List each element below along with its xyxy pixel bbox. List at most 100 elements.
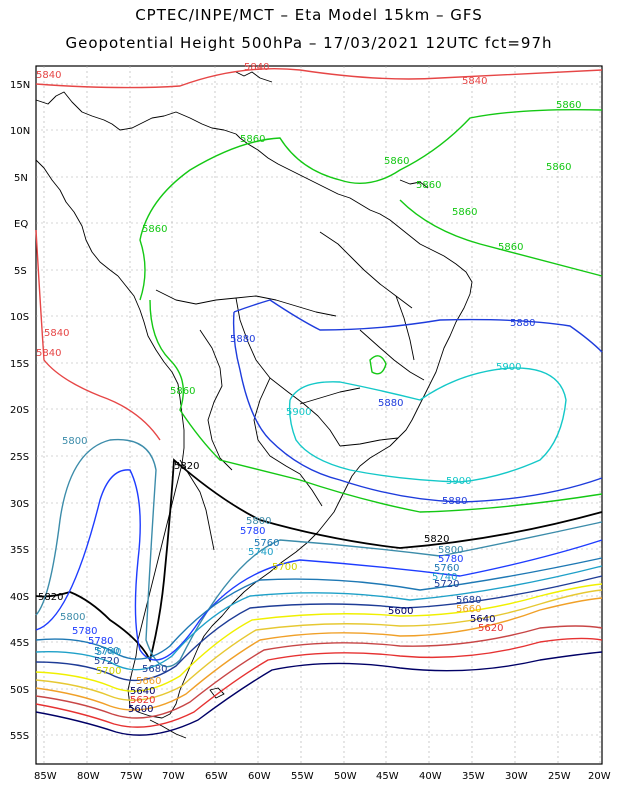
label-5840: 5840 <box>36 70 61 81</box>
label-5600: 5600 <box>388 606 413 617</box>
lon-label: 75W <box>120 771 143 782</box>
label-5900: 5900 <box>446 476 471 487</box>
border-brazil-state3 <box>299 387 361 405</box>
label-5780: 5780 <box>240 526 265 537</box>
lat-label: 5S <box>14 266 27 277</box>
label-5860: 5860 <box>452 207 477 218</box>
lon-label: 55W <box>291 771 314 782</box>
label-5620: 5620 <box>478 623 503 634</box>
label-5720: 5720 <box>94 656 119 667</box>
contour-5800 <box>35 438 603 668</box>
lon-label: 45W <box>376 771 399 782</box>
lat-label: 10N <box>10 126 30 137</box>
map-subtitle: Geopotential Height 500hPa – 17/03/2021 … <box>65 34 553 52</box>
contour-labels: 5840 5840 5840 5840 5840 5860 5860 5860 … <box>36 62 581 715</box>
label-5860: 5860 <box>556 100 581 111</box>
label-5620: 5620 <box>130 695 155 706</box>
label-5820: 5820 <box>424 534 449 545</box>
label-5880: 5880 <box>230 334 255 345</box>
lat-label: 20S <box>10 405 29 416</box>
contour-5860-north <box>139 108 603 301</box>
contour-5660 <box>35 597 603 711</box>
border-uruguay <box>299 473 323 507</box>
map-title: CPTEC/INPE/MCT – Eta Model 15km – GFS <box>135 6 483 24</box>
border-andes <box>199 329 233 471</box>
border-brazil-west <box>235 297 341 447</box>
lon-label: 50W <box>334 771 357 782</box>
label-5740: 5740 <box>96 647 121 658</box>
label-5880: 5880 <box>510 318 535 329</box>
border-chile-argentina <box>179 459 215 551</box>
label-5760: 5760 <box>254 538 279 549</box>
south-america-coast <box>117 133 473 719</box>
label-5860: 5860 <box>170 386 195 397</box>
label-5840: 5840 <box>244 62 269 73</box>
label-5860: 5860 <box>498 242 523 253</box>
label-5780: 5780 <box>88 636 113 647</box>
contour-5680 <box>35 589 603 701</box>
lon-label: 40W <box>419 771 442 782</box>
lon-label: 70W <box>162 771 185 782</box>
lon-label: 80W <box>77 771 100 782</box>
contour-5620 <box>35 637 603 728</box>
label-5820: 5820 <box>174 461 199 472</box>
contour-5860-south <box>149 299 603 513</box>
contour-5740 <box>35 565 603 671</box>
label-5840: 5840 <box>462 76 487 87</box>
label-5840: 5840 <box>36 348 61 359</box>
contour-5840-west <box>35 229 161 441</box>
label-5660: 5660 <box>456 604 481 615</box>
contour-5820 <box>35 458 603 663</box>
lon-label: 60W <box>248 771 271 782</box>
latitude-labels: 15N 10N 5N EQ 5S 10S 15S 20S 25S 30S 35S… <box>10 80 30 742</box>
label-5660: 5660 <box>136 676 161 687</box>
map-frame <box>35 65 603 765</box>
graticule <box>36 66 602 764</box>
contour-5860-closed <box>369 355 387 375</box>
border-bolivia <box>253 377 301 475</box>
contour-5760 <box>35 557 603 660</box>
contour-5880-b <box>232 311 603 503</box>
lon-label: 35W <box>462 771 485 782</box>
lon-label: 65W <box>205 771 228 782</box>
border-brazil-state1 <box>395 295 415 361</box>
label-5700: 5700 <box>96 666 121 677</box>
label-5720: 5720 <box>434 579 459 590</box>
lat-label: 10S <box>10 312 29 323</box>
label-5800: 5800 <box>246 516 271 527</box>
label-5600: 5600 <box>128 704 153 715</box>
contour-5720 <box>35 575 603 682</box>
label-5880: 5880 <box>378 398 403 409</box>
lat-label: 35S <box>10 545 29 556</box>
pacific-coast-north <box>35 159 119 277</box>
label-5760: 5760 <box>434 563 459 574</box>
coastlines <box>35 71 473 739</box>
label-5860: 5860 <box>384 156 409 167</box>
label-5740: 5740 <box>432 572 457 583</box>
border-north <box>155 289 337 317</box>
label-5760: 5760 <box>94 646 119 657</box>
lon-label: 20W <box>588 771 611 782</box>
longitude-labels: 85W 80W 75W 70W 65W 60W 55W 50W 45W 40W … <box>34 771 611 782</box>
contour-5880-a <box>233 299 603 353</box>
label-5680: 5680 <box>142 664 167 675</box>
lon-label: 30W <box>505 771 528 782</box>
lat-label: 5N <box>14 173 28 184</box>
contour-5840-north <box>35 68 603 89</box>
falkland-islands <box>209 687 225 699</box>
label-5800: 5800 <box>62 436 87 447</box>
lat-label: 55S <box>10 731 29 742</box>
lat-label: EQ <box>14 219 28 230</box>
label-5680: 5680 <box>456 595 481 606</box>
lat-label: 15N <box>10 80 30 91</box>
label-5900: 5900 <box>286 407 311 418</box>
label-5900: 5900 <box>496 362 521 373</box>
lat-label: 50S <box>10 685 29 696</box>
lat-label: 30S <box>10 499 29 510</box>
lat-label: 15S <box>10 359 29 370</box>
caribbean-coast <box>35 91 237 135</box>
lon-label: 25W <box>548 771 571 782</box>
contour-5640 <box>35 625 603 719</box>
label-5820: 5820 <box>38 592 63 603</box>
